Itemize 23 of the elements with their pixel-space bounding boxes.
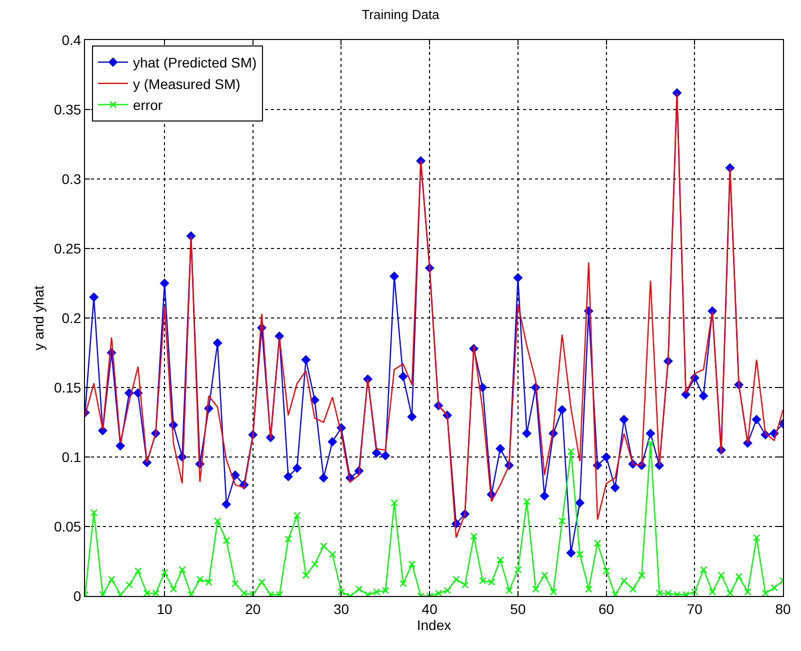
x-tick-label: 40 <box>422 600 438 617</box>
x-tick-label: 60 <box>598 600 614 617</box>
y-tick-label: 0.35 <box>54 101 82 118</box>
chart-title: Training Data <box>362 6 440 22</box>
y-tick-label: 0.05 <box>54 518 82 534</box>
y-tick-label: 0.1 <box>62 448 82 465</box>
x-axis-title: Index <box>416 617 452 634</box>
y-tick-label: 0.15 <box>54 379 82 396</box>
x-tick-label: 50 <box>510 600 526 617</box>
x-tick-label: 70 <box>686 600 703 617</box>
y-tick-label: 0.25 <box>54 240 82 256</box>
y-tick-label: 0.4 <box>62 32 82 48</box>
legend-label: error <box>132 97 163 114</box>
x-tick-label: 80 <box>775 600 791 617</box>
legend-label: y (Measured SM) <box>132 76 240 92</box>
y-tick-label: 0 <box>73 588 82 604</box>
y-tick-label: 0.3 <box>62 170 82 187</box>
x-tick-label: 10 <box>156 600 173 617</box>
y-tick-label: 0.2 <box>62 310 82 326</box>
y-axis-title: y and yhat <box>30 286 47 350</box>
legend-label: yhat (Predicted SM) <box>132 54 257 71</box>
x-tick-label: 30 <box>333 600 350 617</box>
x-tick-label: 20 <box>245 600 261 617</box>
